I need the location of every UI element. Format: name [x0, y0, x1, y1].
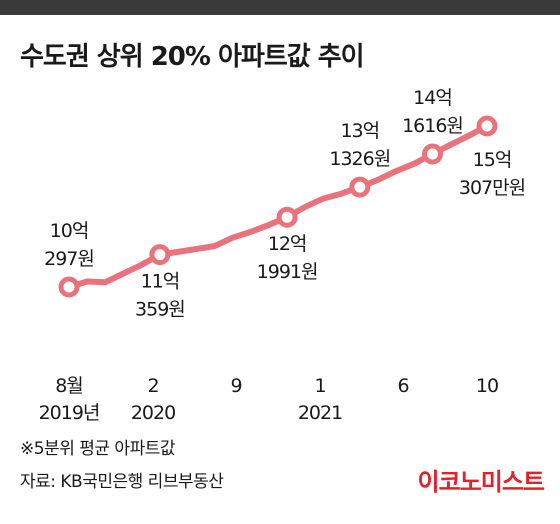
x-tick-label: 8월	[55, 375, 83, 397]
data-label: 11억	[141, 271, 180, 293]
data-label: 307만원	[459, 177, 525, 199]
data-label: 1991원	[257, 261, 318, 283]
data-label: 1616원	[402, 115, 463, 137]
data-label: 14억	[413, 87, 452, 109]
data-label: 359원	[135, 299, 185, 321]
top-bar	[0, 0, 560, 15]
data-label: 1326원	[329, 148, 390, 170]
source-note: 자료: KB국민은행 리브부동산	[20, 472, 224, 492]
x-tick-label: 10	[476, 375, 498, 397]
x-tick-label: 6	[397, 375, 408, 397]
data-label: 12억	[268, 233, 307, 255]
footnote: ※5분위 평균 아파트값	[20, 439, 176, 459]
data-label: 13억	[340, 120, 379, 142]
x-tick-label: 9	[230, 375, 241, 397]
data-point-marker	[58, 276, 80, 298]
x-tick-label: 2020	[131, 402, 175, 424]
data-label: 15억	[473, 149, 512, 171]
data-label: 10억	[50, 220, 89, 242]
data-point-marker	[422, 143, 443, 165]
x-tick-label: 1	[314, 375, 325, 397]
data-label: 297원	[44, 248, 94, 270]
data-point-marker	[149, 244, 171, 266]
data-point-marker	[349, 176, 371, 198]
x-tick-label: 2	[147, 375, 158, 397]
chart-title: 수도권 상위 20% 아파트값 추이	[20, 42, 365, 72]
x-tick-label: 2019년	[39, 402, 100, 424]
x-tick-label: 2021	[298, 402, 342, 424]
brand-logo: 이코노미스트	[417, 468, 545, 496]
data-point-marker	[276, 206, 298, 228]
data-point-marker	[476, 115, 498, 137]
